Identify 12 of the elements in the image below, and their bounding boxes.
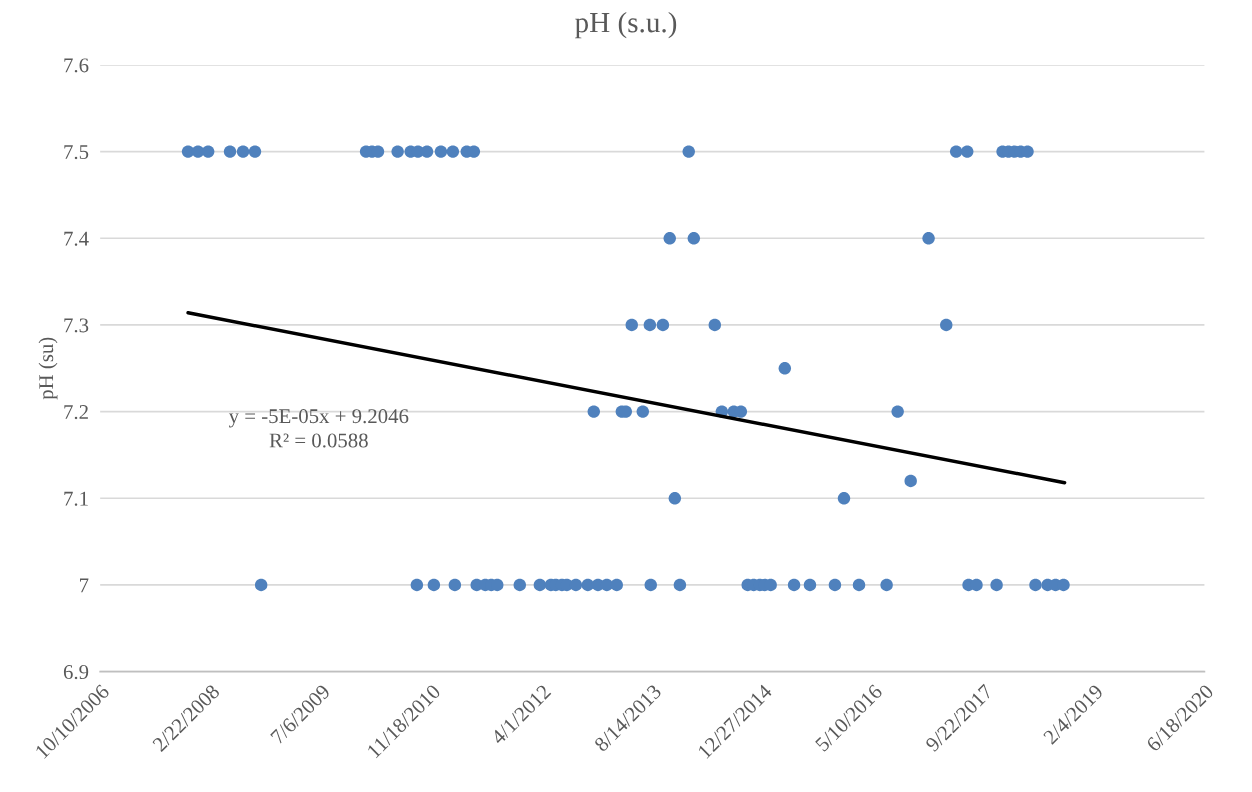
y-axis-title: pH (su) <box>38 337 58 400</box>
y-tick-label: 7.2 <box>64 405 88 420</box>
annotation: y = -5E-05x + 9.2046 <box>228 409 409 428</box>
y-tick-label: 7.6 <box>64 58 89 73</box>
y-tick-label: 6.9 <box>63 665 89 680</box>
y-tick-label: 7.4 <box>64 231 89 246</box>
y-tick-label: 7 <box>80 578 89 593</box>
y-tick-label: 7.1 <box>64 491 88 506</box>
y-tick-label: 7.5 <box>64 145 89 160</box>
y-tick-label: 7.3 <box>64 318 89 333</box>
annotation: R² = 0.0588 <box>269 433 368 448</box>
chart-title: pH (s.u.) <box>575 11 677 39</box>
